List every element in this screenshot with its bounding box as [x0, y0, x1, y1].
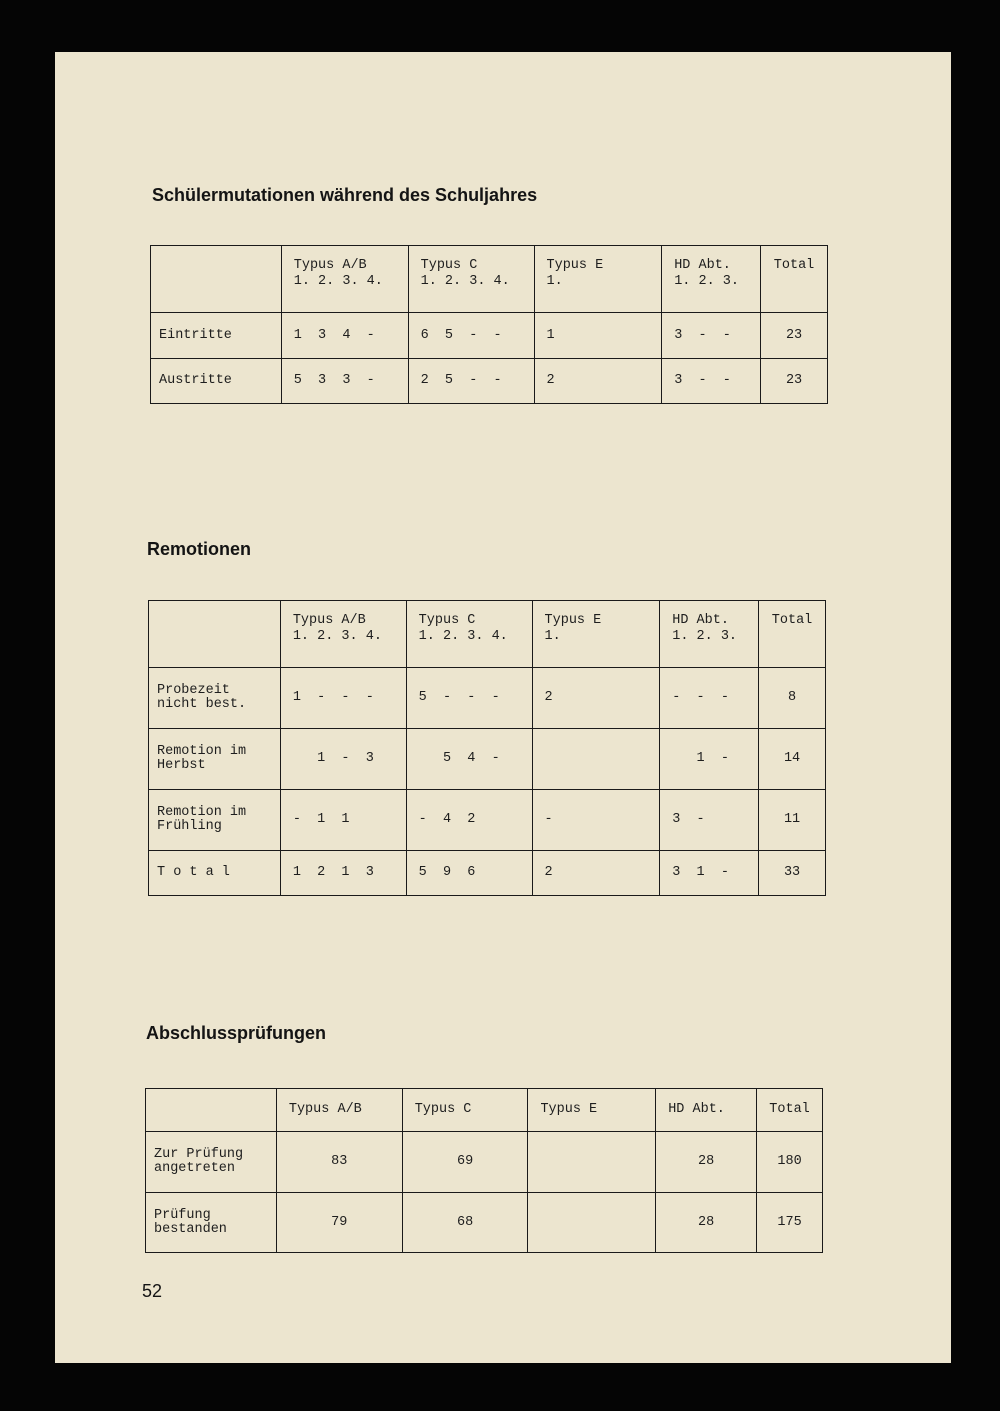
table-row: Probezeit nicht best. 1 - - -5 - - -2- - …: [148, 667, 826, 729]
table-header-row: Typus A/B 1. 2. 3. 4. Typus C 1. 2. 3. 4.…: [150, 245, 828, 313]
table-cell: 2: [531, 850, 661, 896]
table-cell: 28: [655, 1131, 758, 1193]
table-cell: 6 5 - -: [407, 312, 535, 359]
table-cell: [531, 728, 661, 790]
column-header: Total: [756, 1088, 823, 1132]
table-cell: 3 - -: [661, 358, 762, 404]
table-cell: -: [531, 789, 661, 851]
column-header: HD Abt. 1. 2. 3.: [661, 245, 762, 313]
table-cell: 68: [401, 1192, 529, 1253]
column-header: Typus C 1. 2. 3. 4.: [405, 600, 533, 668]
table-cell: 2 5 - -: [407, 358, 535, 404]
table-cell: [527, 1131, 657, 1193]
table-cell: 69: [401, 1131, 529, 1193]
column-header: HD Abt.: [655, 1088, 758, 1132]
table-row: Zur Prüfung angetreten 83 69 28 180: [145, 1131, 823, 1193]
table-cell: 2: [531, 667, 661, 729]
row-label: Eintritte: [150, 312, 282, 359]
table-cell: 33: [758, 850, 826, 896]
column-header: Typus E: [527, 1088, 657, 1132]
table-row: Prüfung bestanden 79 68 28 175: [145, 1192, 823, 1253]
table-cell: [527, 1192, 657, 1253]
table-cell: 2: [533, 358, 663, 404]
table-cell: 14: [758, 728, 826, 790]
column-header: [145, 1088, 277, 1132]
row-label: Probezeit nicht best.: [148, 667, 281, 729]
table-cell: 5 9 6: [405, 850, 533, 896]
row-label: Prüfung bestanden: [145, 1192, 277, 1253]
table-schuelermutationen: Typus A/B 1. 2. 3. 4. Typus C 1. 2. 3. 4.…: [150, 245, 828, 404]
table-cell: 3 -: [659, 789, 760, 851]
row-label: Austritte: [150, 358, 282, 404]
table-cell: 79: [275, 1192, 403, 1253]
table-cell: 175: [756, 1192, 823, 1253]
table-cell: 23: [760, 312, 828, 359]
table-cell: 1 2 1 3: [279, 850, 407, 896]
table-cell: 1 3 4 -: [280, 312, 409, 359]
table-cell: - 4 2: [405, 789, 533, 851]
table-remotionen: Typus A/B 1. 2. 3. 4. Typus C 1. 2. 3. 4.…: [148, 600, 826, 896]
table-row: Remotion im Herbst 1 - 3 5 4 - 1 -14: [148, 728, 826, 790]
table-abschlusspruefungen: Typus A/B Typus C Typus E HD Abt. Total Zur P…: [145, 1088, 823, 1253]
column-header: Typus C 1. 2. 3. 4.: [407, 245, 535, 313]
table-row: Remotion im Frühling - 1 1- 4 2-3 -11: [148, 789, 826, 851]
table-cell: 28: [655, 1192, 758, 1253]
table-cell: 1 - - -: [279, 667, 407, 729]
table-header-row: Typus A/B 1. 2. 3. 4. Typus C 1. 2. 3. 4.…: [148, 600, 826, 668]
table-cell: - - -: [659, 667, 760, 729]
table-cell: 1 -: [659, 728, 760, 790]
column-header: Typus E 1.: [531, 600, 661, 668]
table-cell: 3 - -: [661, 312, 762, 359]
table-cell: 3 1 -: [659, 850, 760, 896]
column-header: Typus A/B 1. 2. 3. 4.: [279, 600, 407, 668]
row-label: Remotion im Herbst: [148, 728, 281, 790]
column-header: [150, 245, 282, 313]
table-cell: 83: [275, 1131, 403, 1193]
table-cell: - 1 1: [279, 789, 407, 851]
column-header: Typus A/B: [275, 1088, 403, 1132]
page-number: 52: [142, 1281, 163, 1301]
section-title-remotionen: Remotionen: [147, 539, 252, 559]
row-label: Zur Prüfung angetreten: [145, 1131, 277, 1193]
column-header: [148, 600, 281, 668]
column-header: Typus C: [401, 1088, 529, 1132]
row-label: Remotion im Frühling: [148, 789, 281, 851]
table-cell: 5 - - -: [405, 667, 533, 729]
section-title-abschlusspruefungen: Abschlussprüfungen: [146, 1023, 327, 1043]
table-cell: 1: [533, 312, 663, 359]
section-title-schuelermutationen: Schülermutationen während des Schuljahre…: [152, 185, 538, 205]
column-header: Typus E 1.: [533, 245, 663, 313]
table-cell: 11: [758, 789, 826, 851]
column-header: HD Abt. 1. 2. 3.: [659, 600, 760, 668]
column-header: Typus A/B 1. 2. 3. 4.: [280, 245, 409, 313]
column-header: Total: [760, 245, 828, 313]
table-cell: 180: [756, 1131, 823, 1193]
table-cell: 1 - 3: [279, 728, 407, 790]
table-header-row: Typus A/B Typus C Typus E HD Abt. Total: [145, 1088, 823, 1132]
table-cell: 23: [760, 358, 828, 404]
row-label: T o t a l: [148, 850, 281, 896]
table-cell: 8: [758, 667, 826, 729]
table-cell: 5 4 -: [405, 728, 533, 790]
table-cell: 5 3 3 -: [280, 358, 409, 404]
column-header: Total: [758, 600, 826, 668]
